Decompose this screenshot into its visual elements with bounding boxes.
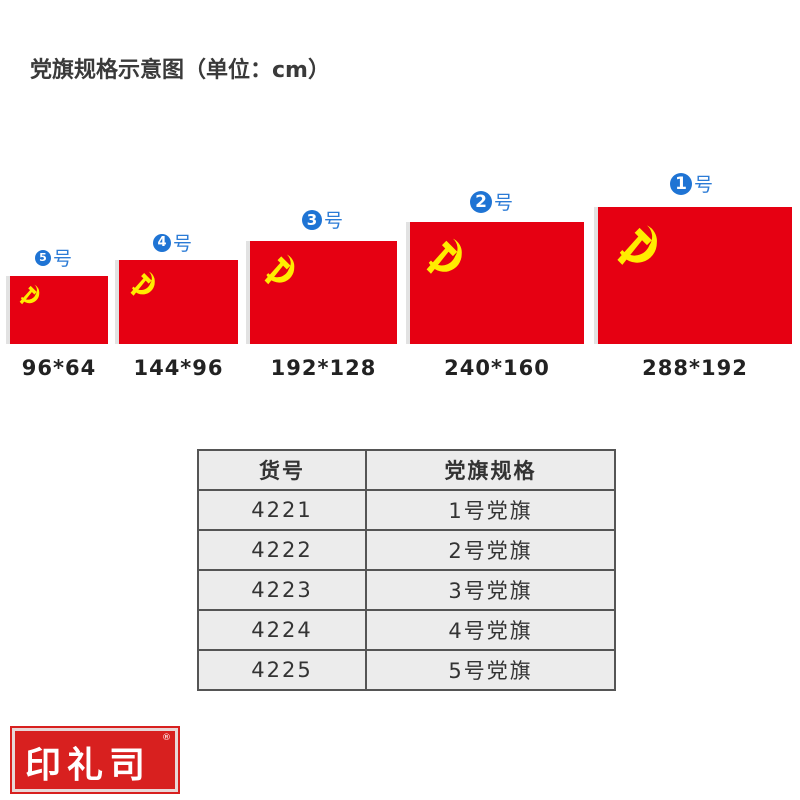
table-row: 4221 1号党旗	[196, 489, 616, 531]
number-suffix: 号	[694, 174, 714, 196]
item-no-cell: 4223	[196, 569, 368, 611]
spec-cell: 3号党旗	[365, 569, 616, 611]
table-row: 4224 4号党旗	[196, 609, 616, 651]
table-row: 4222 2号党旗	[196, 529, 616, 571]
brand-logo: 印礼司 ®	[12, 728, 178, 792]
item-no-cell: 4225	[196, 649, 368, 691]
table-row: 4223 3号党旗	[196, 569, 616, 611]
number-badge: 3	[302, 209, 322, 230]
number-suffix: 号	[173, 233, 193, 255]
page-title: 党旗规格示意图（单位：cm）	[30, 58, 330, 83]
flag-4	[119, 260, 238, 344]
flag-size-label: 192*128	[270, 356, 377, 380]
table-header-row: 货号 党旗规格	[196, 449, 616, 491]
spec-cell: 1号党旗	[365, 489, 616, 531]
number-suffix: 号	[494, 192, 514, 214]
header-spec: 党旗规格	[365, 449, 616, 491]
number-badge: 4	[153, 233, 171, 252]
flag-2	[410, 222, 584, 344]
number-suffix: 号	[53, 248, 73, 270]
flag-3	[250, 241, 397, 344]
item-no-cell: 4221	[196, 489, 368, 531]
table-row: 4225 5号党旗	[196, 649, 616, 691]
header-item-no: 货号	[196, 449, 368, 491]
flag-5	[10, 276, 108, 344]
number-badge: 2	[470, 190, 492, 213]
spec-table: 货号 党旗规格 4221 1号党旗 4222 2号党旗 4223 3号党旗 4224 4号党旗…	[196, 449, 616, 691]
hammer-sickle-icon	[130, 271, 155, 296]
hammer-sickle-icon	[264, 254, 295, 285]
flag-size-label: 96*64	[21, 356, 97, 380]
hammer-sickle-icon	[427, 238, 463, 274]
number-suffix: 号	[324, 210, 344, 232]
flag-size-label: 240*160	[444, 356, 550, 380]
hammer-sickle-icon	[19, 285, 40, 305]
number-badge: 1	[670, 172, 692, 195]
logo-text: 印礼司	[25, 744, 152, 786]
registered-mark: ®	[162, 733, 171, 743]
flag-size-label: 144*96	[133, 356, 224, 380]
item-no-cell: 4222	[196, 529, 368, 571]
item-no-cell: 4224	[196, 609, 368, 651]
number-badge: 5	[35, 249, 51, 266]
spec-cell: 4号党旗	[365, 609, 616, 651]
spec-cell: 2号党旗	[365, 529, 616, 571]
flag-size-label: 288*192	[642, 356, 748, 380]
spec-cell: 5号党旗	[365, 649, 616, 691]
flag-1	[598, 207, 792, 344]
hammer-sickle-icon	[617, 225, 657, 265]
